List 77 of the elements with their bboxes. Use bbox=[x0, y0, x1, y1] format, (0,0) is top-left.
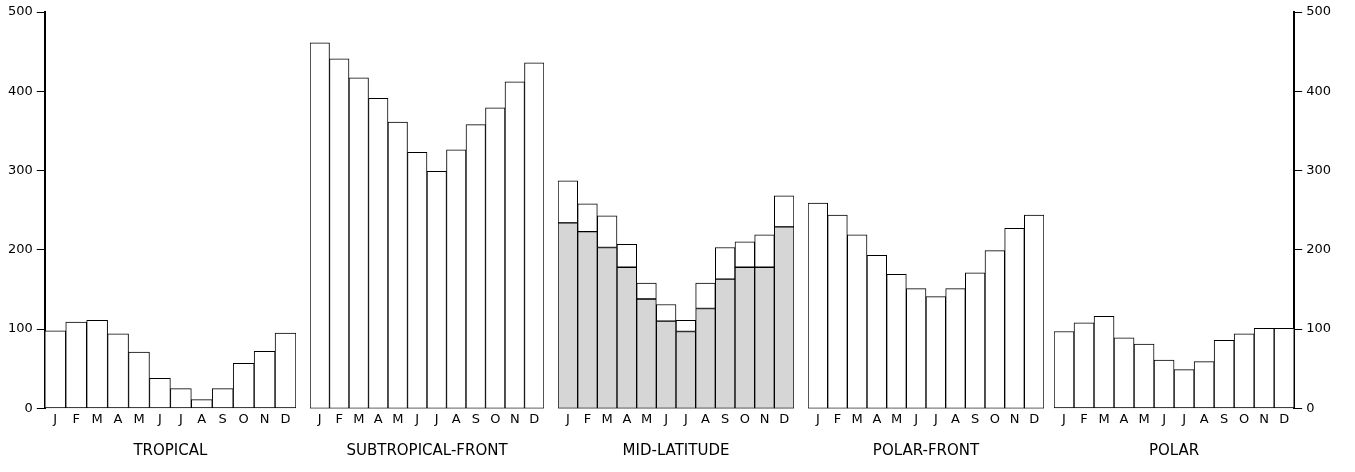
x-tick-label: J bbox=[1161, 410, 1167, 426]
x-tick-label: F bbox=[72, 410, 80, 426]
x-tick-label: J bbox=[52, 410, 58, 426]
x-tick-label: A bbox=[373, 410, 383, 426]
x-tick-label: M bbox=[392, 410, 404, 426]
y-tick-label: 400 bbox=[7, 82, 33, 98]
x-tick-label: M bbox=[1138, 410, 1150, 426]
x-tick-label: J bbox=[414, 410, 420, 426]
x-tick-label: S bbox=[721, 410, 730, 426]
x-tick-label: F bbox=[833, 410, 842, 426]
x-tick-label: D bbox=[529, 410, 540, 426]
x-axis-title: POLAR bbox=[1148, 440, 1200, 459]
x-axis-title: SUBTROPICAL-FRONT bbox=[346, 440, 509, 459]
x-tick-label: O bbox=[490, 410, 501, 426]
x-tick-label: M bbox=[890, 410, 903, 426]
x-tick-label: M bbox=[353, 410, 365, 426]
x-tick-label: M bbox=[133, 410, 145, 426]
y2-tick-label: 500 bbox=[1306, 3, 1332, 19]
y-tick-label: 100 bbox=[7, 320, 33, 336]
x-tick-label: A bbox=[113, 410, 123, 426]
x-tick-label: A bbox=[451, 410, 461, 426]
y-tick-label: 0 bbox=[24, 399, 33, 415]
x-tick-label: A bbox=[622, 410, 632, 426]
x-tick-label: S bbox=[218, 410, 227, 426]
x-tick-label: D bbox=[1029, 410, 1040, 426]
x-tick-label: J bbox=[932, 410, 938, 426]
x-tick-label: J bbox=[1061, 410, 1066, 426]
x-tick-label: M bbox=[640, 410, 653, 426]
x-tick-label: J bbox=[682, 410, 688, 426]
x-tick-label: N bbox=[1009, 410, 1020, 426]
x-tick-label: M bbox=[1098, 410, 1110, 426]
x-tick-label: J bbox=[814, 410, 820, 426]
y2-tick-label: 300 bbox=[1306, 161, 1332, 177]
x-tick-label: F bbox=[335, 410, 343, 426]
x-tick-label: A bbox=[197, 410, 207, 426]
x-tick-label: D bbox=[1279, 410, 1290, 426]
x-tick-label: A bbox=[701, 410, 711, 426]
x-tick-label: N bbox=[1259, 410, 1270, 426]
x-tick-label: J bbox=[1181, 410, 1187, 426]
x-tick-label: A bbox=[1199, 410, 1209, 426]
x-axis-title: MID-LATITUDE bbox=[622, 440, 730, 459]
x-tick-label: J bbox=[913, 410, 919, 426]
x-tick-label: S bbox=[471, 410, 480, 426]
x-tick-label: A bbox=[1119, 410, 1129, 426]
x-tick-label: M bbox=[601, 410, 613, 426]
x-tick-label: F bbox=[1080, 410, 1088, 426]
y-tick-label: 300 bbox=[7, 161, 33, 177]
y-tick-label: 200 bbox=[7, 241, 33, 257]
x-tick-label: S bbox=[971, 410, 980, 426]
x-tick-label: A bbox=[872, 410, 882, 426]
x-tick-label: N bbox=[259, 410, 270, 426]
y-tick-label: 500 bbox=[7, 3, 33, 19]
x-tick-label: D bbox=[779, 410, 790, 426]
x-axis-title: POLAR-FRONT bbox=[872, 440, 980, 459]
y2-tick-label: 200 bbox=[1306, 241, 1332, 257]
x-tick-label: J bbox=[433, 410, 439, 426]
x-tick-label: O bbox=[1239, 410, 1250, 426]
x-tick-label: J bbox=[663, 410, 669, 426]
y2-tick-label: 0 bbox=[1306, 399, 1315, 415]
x-tick-label: S bbox=[1220, 410, 1229, 426]
y2-tick-label: 400 bbox=[1306, 82, 1332, 98]
y2-tick-label: 100 bbox=[1306, 320, 1332, 336]
x-tick-label: J bbox=[564, 410, 570, 426]
x-tick-label: M bbox=[851, 410, 863, 426]
x-tick-label: J bbox=[177, 410, 183, 426]
x-tick-label: N bbox=[509, 410, 520, 426]
x-tick-label: A bbox=[951, 410, 961, 426]
x-tick-label: D bbox=[280, 410, 291, 426]
x-tick-label: N bbox=[759, 410, 770, 426]
x-tick-label: O bbox=[989, 410, 1000, 426]
x-tick-label: F bbox=[583, 410, 592, 426]
x-tick-label: J bbox=[157, 410, 162, 426]
x-axis-title: TROPICAL bbox=[132, 440, 209, 459]
x-tick-label: M bbox=[91, 410, 103, 426]
x-tick-label: O bbox=[739, 410, 750, 426]
x-tick-label: O bbox=[238, 410, 249, 426]
x-tick-label: J bbox=[316, 410, 322, 426]
